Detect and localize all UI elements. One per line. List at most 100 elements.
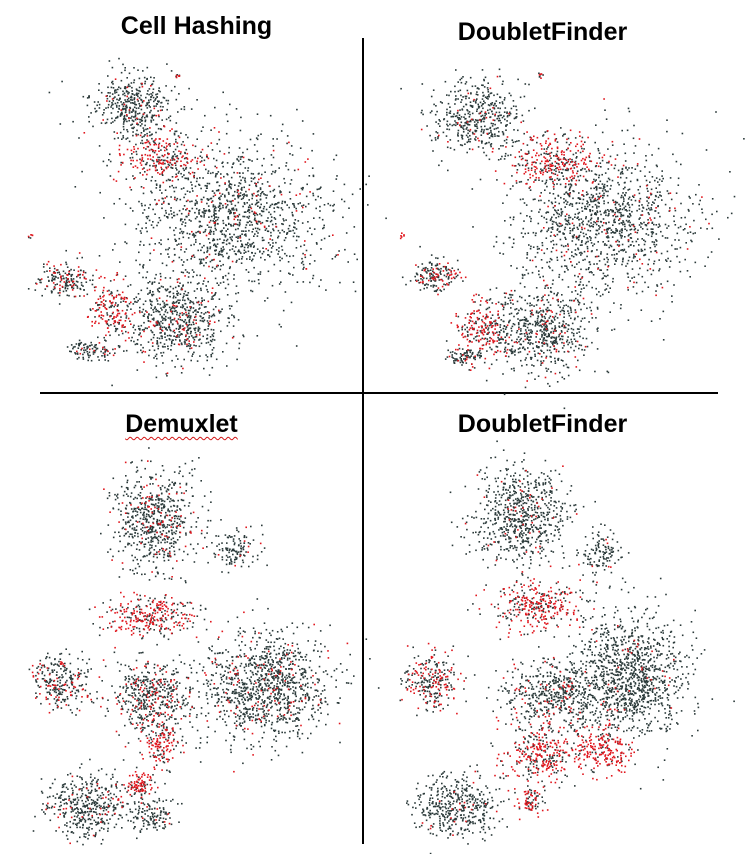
singlet-point [245, 230, 247, 232]
singlet-point [70, 268, 72, 271]
singlet-point [642, 206, 644, 209]
singlet-point [420, 278, 422, 280]
singlet-point [267, 270, 270, 273]
singlet-point [600, 252, 602, 255]
singlet-point [260, 193, 262, 195]
singlet-point [98, 304, 100, 306]
singlet-point [124, 241, 126, 243]
singlet-point [187, 136, 189, 139]
singlet-point [620, 228, 623, 231]
singlet-point [49, 267, 51, 269]
singlet-point [538, 211, 540, 213]
singlet-point [103, 109, 105, 111]
singlet-point [75, 280, 78, 283]
singlet-point [165, 327, 167, 329]
singlet-point [137, 100, 139, 102]
singlet-point [657, 181, 659, 183]
singlet-point [493, 107, 496, 110]
singlet-point [638, 218, 640, 220]
singlet-point [659, 194, 661, 196]
singlet-point [564, 218, 567, 221]
singlet-point [638, 201, 641, 203]
singlet-point [157, 221, 160, 224]
singlet-point [608, 246, 610, 249]
singlet-point [135, 150, 138, 153]
singlet-point [650, 188, 653, 191]
doublet-point [68, 281, 71, 283]
singlet-point [463, 116, 465, 118]
singlet-point [204, 230, 206, 233]
singlet-point [677, 184, 680, 186]
singlet-point [620, 212, 622, 214]
singlet-point [539, 321, 541, 323]
singlet-point [568, 223, 571, 225]
singlet-point [587, 268, 590, 271]
singlet-point [215, 266, 218, 268]
doublet-point [142, 113, 145, 115]
singlet-point [522, 157, 524, 160]
singlet-point [302, 187, 304, 189]
singlet-point [436, 132, 439, 134]
singlet-point [146, 132, 148, 135]
singlet-point [417, 279, 420, 282]
doublet-point [47, 260, 50, 263]
singlet-point [568, 217, 570, 219]
singlet-point [227, 283, 230, 286]
singlet-point [150, 329, 152, 332]
singlet-point [225, 224, 228, 227]
singlet-point [257, 227, 259, 230]
singlet-point [53, 278, 56, 281]
singlet-point [108, 306, 111, 309]
singlet-point [469, 138, 472, 140]
singlet-point [577, 275, 579, 278]
singlet-point [497, 119, 500, 122]
singlet-point [221, 249, 224, 252]
singlet-point [260, 214, 263, 217]
singlet-point [181, 343, 183, 346]
singlet-point [106, 97, 109, 100]
singlet-point [508, 236, 511, 239]
singlet-point [241, 258, 243, 260]
singlet-point [658, 268, 661, 270]
singlet-point [135, 107, 138, 110]
singlet-point [593, 263, 595, 265]
singlet-point [471, 118, 474, 121]
singlet-point [253, 280, 256, 283]
singlet-point [603, 275, 606, 277]
singlet-point [591, 286, 593, 289]
singlet-point [504, 152, 507, 155]
singlet-point [490, 92, 493, 94]
singlet-point [166, 195, 168, 198]
singlet-point [562, 135, 564, 137]
singlet-point [534, 171, 536, 173]
singlet-point [615, 229, 617, 232]
doublet-point [101, 318, 104, 320]
singlet-point [292, 235, 295, 238]
singlet-point [188, 87, 190, 90]
singlet-point [196, 138, 198, 140]
singlet-point [446, 120, 449, 123]
doublet-point [219, 192, 221, 195]
singlet-point [555, 138, 558, 140]
singlet-point [164, 305, 166, 308]
singlet-point [72, 278, 75, 280]
singlet-point [629, 280, 631, 282]
singlet-point [132, 127, 134, 130]
singlet-point [483, 129, 485, 131]
singlet-point [130, 189, 133, 191]
singlet-point [207, 145, 209, 148]
singlet-point [171, 319, 173, 321]
singlet-point [327, 202, 329, 205]
singlet-point [176, 145, 179, 148]
singlet-point [293, 169, 296, 172]
singlet-point [151, 114, 154, 117]
singlet-point [584, 242, 587, 245]
doublet-point [102, 299, 105, 301]
singlet-point [78, 274, 81, 276]
singlet-point [640, 309, 643, 311]
singlet-point [272, 156, 275, 159]
singlet-point [590, 214, 592, 217]
singlet-point [594, 203, 597, 206]
singlet-point [143, 244, 145, 246]
singlet-point [468, 138, 470, 141]
